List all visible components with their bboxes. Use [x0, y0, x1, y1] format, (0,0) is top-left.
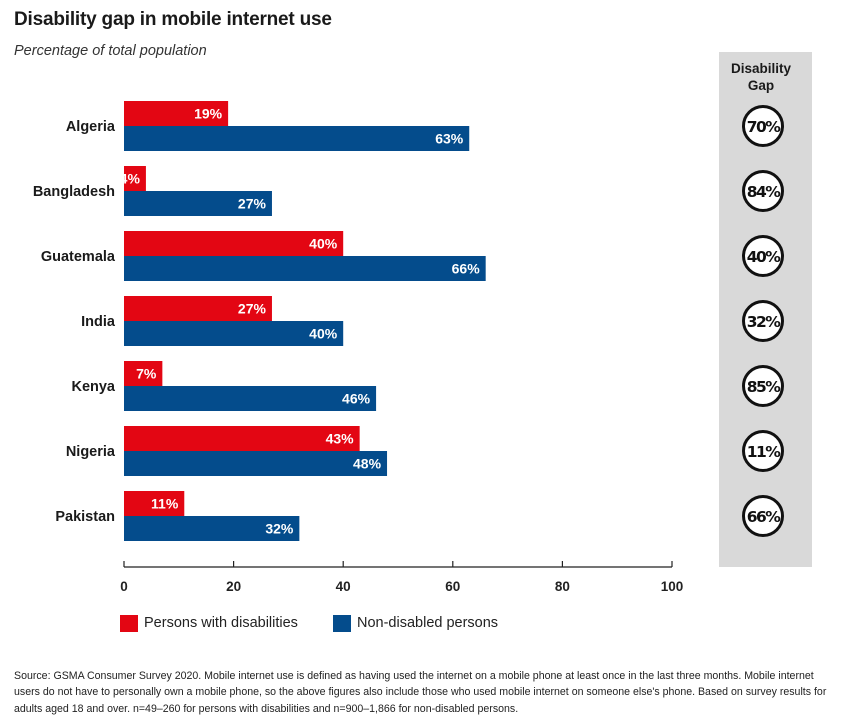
chart-title: Disability gap in mobile internet use	[14, 9, 332, 30]
bar-kenya-non-disabled	[124, 386, 377, 411]
category-label: India	[81, 314, 116, 330]
data-label: 48%	[353, 456, 382, 472]
gap-circle-algeria	[742, 105, 784, 147]
gap-value: 11%	[747, 443, 782, 461]
data-label: 7%	[136, 366, 157, 382]
disability-gap-header: Disability Gap	[730, 61, 792, 93]
x-tick-label: 100	[661, 579, 684, 594]
legend-swatch-non-disabled	[333, 614, 351, 632]
gap-circle-nigeria	[742, 430, 784, 472]
gap-circle-india	[742, 300, 784, 342]
category-label: Bangladesh	[33, 184, 115, 200]
gap-value: 32%	[747, 313, 782, 331]
bar-nigeria-disabled	[124, 426, 360, 451]
data-label: 19%	[194, 106, 223, 122]
data-label: 27%	[238, 196, 267, 212]
gap-value: 84%	[747, 183, 782, 201]
data-label: 66%	[452, 261, 481, 277]
legend-item-non-disabled: Non-disabled persons	[333, 614, 498, 632]
gap-value: 70%	[747, 118, 782, 136]
legend-label-non-disabled: Non-disabled persons	[357, 615, 499, 631]
category-label: Pakistan	[55, 509, 115, 525]
legend-swatch-disabled	[120, 614, 138, 632]
bar-guatemala-disabled	[124, 231, 344, 256]
bar-algeria-non-disabled	[124, 126, 470, 151]
bar-india-disabled	[124, 296, 272, 321]
data-label: 4%	[120, 171, 141, 187]
gap-value: 40%	[747, 248, 782, 266]
gap-circle-kenya	[742, 365, 784, 407]
category-label: Guatemala	[41, 249, 116, 265]
data-label: 27%	[238, 301, 267, 317]
x-tick-label: 60	[445, 579, 460, 594]
bar-bangladesh-non-disabled	[124, 191, 272, 216]
category-label: Nigeria	[66, 444, 116, 460]
gap-value: 85%	[747, 378, 782, 396]
data-label: 63%	[435, 131, 464, 147]
gap-value: 66%	[747, 508, 782, 526]
category-label: Kenya	[71, 379, 115, 395]
data-label: 32%	[265, 521, 294, 537]
legend-item-disabled: Persons with disabilities	[120, 614, 298, 632]
bar-nigeria-non-disabled	[124, 451, 388, 476]
data-label: 46%	[342, 391, 371, 407]
data-label: 40%	[309, 236, 338, 252]
x-tick-label: 40	[336, 579, 351, 594]
data-label: 43%	[326, 431, 355, 447]
chart-subtitle: Percentage of total population	[14, 43, 207, 59]
x-tick-label: 0	[120, 579, 128, 594]
data-label: 11%	[151, 496, 179, 512]
bar-pakistan-non-disabled	[124, 516, 300, 541]
bar-kenya-disabled	[124, 361, 163, 386]
bar-pakistan-disabled	[124, 491, 185, 516]
data-label: 40%	[309, 326, 338, 342]
x-tick-label: 20	[226, 579, 241, 594]
bar-bangladesh-disabled	[124, 166, 146, 191]
legend-label-disabled: Persons with disabilities	[144, 615, 298, 631]
source-note: Source: GSMA Consumer Survey 2020. Mobil…	[14, 670, 827, 715]
bar-chart: Algeria 19% 63% 70% Bangladesh 4% 27% 84% Guatem…	[33, 101, 784, 594]
gap-circle-pakistan	[742, 495, 784, 537]
bar-india-non-disabled	[124, 321, 344, 346]
gap-circle-bangladesh	[742, 170, 784, 212]
gap-circle-guatemala	[742, 235, 784, 277]
x-tick-label: 80	[555, 579, 570, 594]
bar-algeria-disabled	[124, 101, 229, 126]
category-label: Algeria	[66, 119, 116, 135]
bar-guatemala-non-disabled	[124, 256, 486, 281]
